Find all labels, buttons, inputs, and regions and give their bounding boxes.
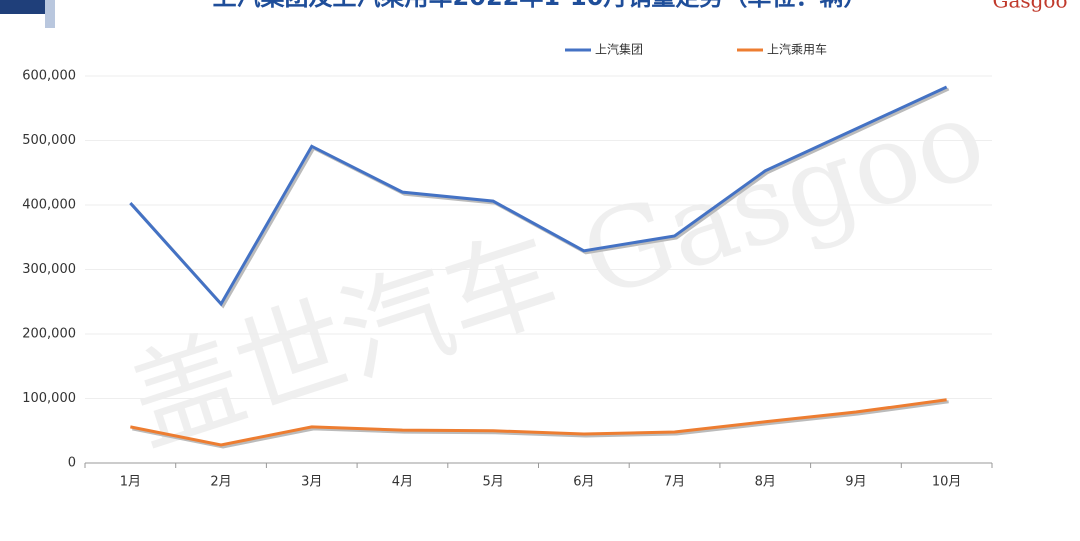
x-tick-label: 6月 [573, 475, 594, 490]
line-shadow [132, 400, 949, 449]
chart-title: 上汽集团及上汽乘用车2022年1-10月销量走势（单位：辆） [213, 0, 868, 11]
x-tick-label: 8月 [755, 475, 776, 490]
x-tick-label: 7月 [664, 475, 685, 490]
x-tick-label: 10月 [932, 475, 962, 490]
legend-label: 上汽集团 [595, 42, 643, 57]
y-tick-label: 600,000 [22, 69, 76, 84]
x-tick-label: 5月 [483, 475, 504, 490]
legend-label: 上汽乘用车 [767, 42, 827, 57]
logo: Gasgoo [992, 0, 1067, 13]
series-line [130, 398, 947, 447]
x-tick-label: 1月 [120, 475, 141, 490]
y-tick-label: 0 [68, 456, 76, 471]
corner-stripe [45, 0, 55, 28]
x-tick-label: 3月 [301, 475, 322, 490]
x-tick-label: 9月 [845, 475, 866, 490]
x-tick-label: 2月 [210, 475, 231, 490]
x-tick-label: 4月 [392, 475, 413, 490]
y-tick-label: 100,000 [22, 391, 76, 406]
y-tick-label: 400,000 [22, 198, 76, 213]
y-tick-label: 500,000 [22, 133, 76, 148]
series-line [129, 85, 948, 307]
corner-block [0, 0, 45, 14]
y-tick-label: 300,000 [22, 262, 76, 277]
y-tick-label: 200,000 [22, 327, 76, 342]
